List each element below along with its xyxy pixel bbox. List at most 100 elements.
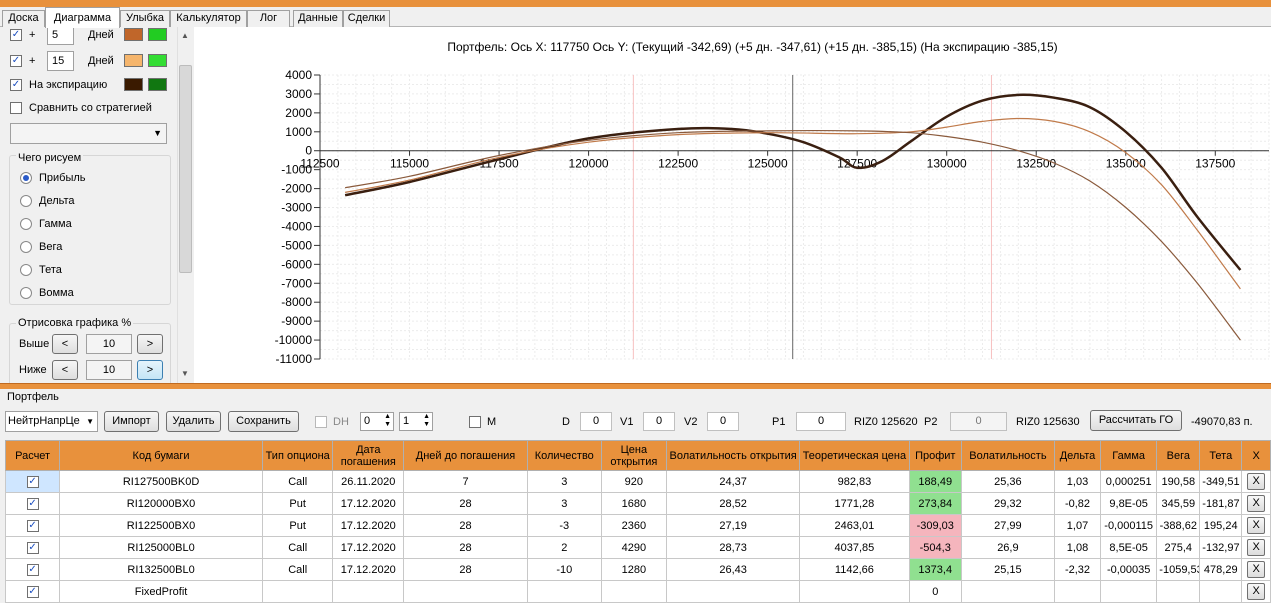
header-profit[interactable]: Профит [908, 440, 962, 471]
cell-profit[interactable]: 0 [908, 580, 962, 603]
cell-gamma[interactable]: 8,5E-05 [1100, 536, 1158, 559]
cell-delta[interactable]: 1,08 [1053, 536, 1102, 559]
header-code[interactable]: Код бумаги [59, 440, 263, 471]
remove-row-button[interactable]: X [1247, 495, 1266, 512]
cell-theta[interactable]: -349,51 [1199, 470, 1243, 493]
cell-volatility[interactable]: 29,32 [960, 492, 1055, 515]
expiration-alt-color-swatch[interactable] [148, 78, 167, 91]
tab-log[interactable]: Лог [247, 10, 290, 27]
below-decrease-button[interactable]: < [52, 360, 78, 380]
spinner-arrows-icon[interactable]: ▲ ▼ [384, 413, 391, 428]
header-theta[interactable]: Тета [1199, 440, 1243, 471]
tab-deals[interactable]: Сделки [343, 10, 390, 27]
cell-days[interactable]: 28 [403, 514, 528, 537]
cell-vega[interactable] [1156, 580, 1201, 603]
profit-chart[interactable]: 4000 3000 2000 1000 0 -1000 -2000 -3000 -4000 -50… [194, 27, 1271, 383]
cell-calc[interactable]: ✓ [4, 492, 61, 515]
radio-theta[interactable] [20, 264, 32, 276]
header-theoretical-price[interactable]: Теоретическая цена [799, 440, 910, 471]
cell-open-volatility[interactable]: 28,52 [666, 492, 801, 515]
cell-profit[interactable]: -504,3 [908, 536, 962, 559]
cell-quantity[interactable]: -3 [526, 514, 602, 537]
tab-diagram[interactable]: Диаграмма [45, 7, 120, 28]
cell-volatility[interactable]: 27,99 [960, 514, 1055, 537]
cell-theoretical-price[interactable] [799, 580, 910, 603]
cell-gamma[interactable] [1100, 580, 1158, 603]
save-button[interactable]: Сохранить [228, 411, 299, 432]
cell-theoretical-price[interactable]: 1771,28 [799, 492, 910, 515]
remove-row-button[interactable]: X [1247, 583, 1266, 600]
header-open-price[interactable]: Цена открытия [600, 440, 668, 471]
table-row[interactable]: ✓ RI122500BX0 Put 17.12.2020 28 -3 2360 27,19 24… [4, 514, 1271, 537]
cell-gamma[interactable]: 0,000251 [1100, 470, 1158, 493]
row-calc-checkbox[interactable]: ✓ [26, 563, 39, 576]
below-value[interactable]: 10 [86, 360, 132, 380]
header-volatility[interactable]: Волатильность [960, 440, 1055, 471]
scrollbar-thumb[interactable] [179, 65, 192, 273]
calculate-margin-button[interactable]: Рассчитать ГО [1090, 410, 1182, 431]
cell-remove[interactable]: X [1241, 536, 1271, 559]
cell-calc[interactable]: ✓ [4, 514, 61, 537]
cell-open-price[interactable]: 1280 [600, 558, 668, 581]
cell-delta[interactable]: -0,82 [1053, 492, 1102, 515]
row-calc-checkbox[interactable]: ✓ [26, 585, 39, 598]
cell-vega[interactable]: -388,62 [1156, 514, 1201, 537]
cell-days[interactable]: 28 [403, 536, 528, 559]
cell-expiry-date[interactable]: 17.12.2020 [332, 492, 405, 515]
cell-theta[interactable] [1199, 580, 1243, 603]
cell-vega[interactable]: 275,4 [1156, 536, 1201, 559]
cell-calc[interactable]: ✓ [4, 536, 61, 559]
radio-delta[interactable] [20, 195, 32, 207]
cell-open-volatility[interactable]: 28,73 [666, 536, 801, 559]
cell-open-price[interactable] [600, 580, 668, 603]
cell-theoretical-price[interactable]: 2463,01 [799, 514, 910, 537]
days1-color-swatch[interactable] [124, 28, 143, 41]
cell-remove[interactable]: X [1241, 580, 1271, 603]
tab-data[interactable]: Данные [293, 10, 343, 27]
cell-expiry-date[interactable]: 17.12.2020 [332, 536, 405, 559]
tab-smile[interactable]: Улыбка [120, 10, 170, 27]
days2-alt-color-swatch[interactable] [148, 54, 167, 67]
cell-theoretical-price[interactable]: 982,83 [799, 470, 910, 493]
dh-checkbox[interactable] [315, 416, 327, 428]
d-field[interactable]: 0 [580, 412, 612, 431]
scroll-up-icon[interactable]: ▲ [181, 31, 189, 40]
expiration-checkbox[interactable]: ✓ [10, 79, 22, 91]
cell-theta[interactable]: -181,87 [1199, 492, 1243, 515]
header-calc[interactable]: Расчет [4, 440, 61, 471]
days2-input[interactable]: 15 [47, 51, 74, 71]
expiration-color-swatch[interactable] [124, 78, 143, 91]
cell-open-volatility[interactable]: 24,37 [666, 470, 801, 493]
series-line-1[interactable] [344, 117, 1241, 290]
dh-spinner-1[interactable]: 0 ▲ ▼ [360, 412, 394, 431]
cell-calc[interactable]: ✓ [4, 558, 61, 581]
cell-expiry-date[interactable] [332, 580, 405, 603]
import-button[interactable]: Импорт [104, 411, 159, 432]
p2-field[interactable]: 0 [950, 412, 1007, 431]
cell-remove[interactable]: X [1241, 558, 1271, 581]
row-calc-checkbox[interactable]: ✓ [26, 475, 39, 488]
remove-row-button[interactable]: X [1247, 473, 1266, 490]
above-value[interactable]: 10 [86, 334, 132, 354]
cell-theta[interactable]: 195,24 [1199, 514, 1243, 537]
cell-profit[interactable]: 273,84 [908, 492, 962, 515]
tab-board[interactable]: Доска [2, 10, 45, 27]
series-line-2[interactable] [344, 130, 1241, 341]
cell-option-type[interactable]: Call [261, 470, 334, 493]
m-checkbox[interactable] [469, 416, 481, 428]
cell-vega[interactable]: 345,59 [1156, 492, 1201, 515]
radio-vega[interactable] [20, 241, 32, 253]
cell-code[interactable]: RI122500BX0 [59, 514, 263, 537]
delete-button[interactable]: Удалить [166, 411, 221, 432]
table-row[interactable]: ✓ RI125000BL0 Call 17.12.2020 28 2 4290 28,73 40… [4, 536, 1271, 559]
cell-remove[interactable]: X [1241, 470, 1271, 493]
cell-delta[interactable]: 1,03 [1053, 470, 1102, 493]
left-panel-scrollbar[interactable]: ▲ ▼ [177, 27, 193, 383]
cell-code[interactable]: RI125000BL0 [59, 536, 263, 559]
table-row[interactable]: ✓ FixedProfit 0 X [4, 580, 1271, 603]
cell-open-price[interactable]: 2360 [600, 514, 668, 537]
header-vega[interactable]: Вега [1156, 440, 1201, 471]
row-calc-checkbox[interactable]: ✓ [26, 519, 39, 532]
header-quantity[interactable]: Количество [526, 440, 602, 471]
cell-days[interactable] [403, 580, 528, 603]
